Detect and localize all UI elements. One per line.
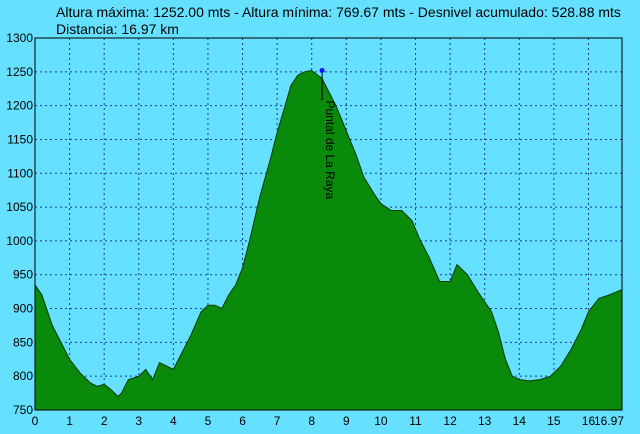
x-tick-label: 10 <box>374 414 388 428</box>
plot-frame <box>34 37 623 411</box>
elevation-area <box>34 69 623 411</box>
y-tick-label: 1050 <box>6 200 33 214</box>
x-tick-label: 6 <box>239 414 246 428</box>
x-tick-label: 2 <box>101 414 108 428</box>
y-tick-label: 1150 <box>7 132 33 146</box>
x-tick-label: 12 <box>443 414 457 428</box>
y-tick-label: 900 <box>13 302 33 316</box>
x-tick-label: 4 <box>170 414 177 428</box>
x-tick-label: 16.97 <box>594 414 624 428</box>
peak-annotation: Puntal de La Raya <box>319 67 337 200</box>
x-tick-label: 5 <box>205 414 212 428</box>
x-tick-label: 16 <box>582 414 596 428</box>
x-tick-label: 8 <box>308 414 315 428</box>
peak-marker <box>319 67 325 73</box>
x-tick-label: 14 <box>513 414 527 428</box>
y-tick-labels: 750 800 850 900 950 1000 1050 1100 1150 1200 1250 1… <box>6 31 33 417</box>
annotation-label: Puntal de La Raya <box>323 100 337 199</box>
y-tick-label: 1250 <box>6 65 33 79</box>
x-tick-label: 1 <box>66 414 73 428</box>
x-tick-label: 0 <box>32 414 39 428</box>
x-tick-label: 11 <box>409 414 422 428</box>
chart-header-distance: Distancia: 16.97 km <box>56 21 179 37</box>
x-tick-label: 15 <box>547 414 561 428</box>
y-tick-label: 1300 <box>6 31 33 45</box>
x-tick-label: 9 <box>343 414 350 428</box>
y-tick-label: 750 <box>13 403 33 417</box>
y-tick-label: 1000 <box>6 234 33 248</box>
y-tick-label: 850 <box>13 335 33 349</box>
plot-border <box>34 37 623 411</box>
chart-header-summary: Altura máxima: 1252.00 mts - Altura míni… <box>56 4 621 20</box>
x-tick-label: 3 <box>135 414 142 428</box>
y-tick-label: 1100 <box>7 166 33 180</box>
y-tick-label: 1200 <box>6 99 33 113</box>
x-tick-label: 13 <box>478 414 492 428</box>
x-tick-label: 7 <box>274 414 281 428</box>
y-tick-label: 800 <box>13 369 33 383</box>
y-tick-label: 950 <box>13 268 33 282</box>
area-layer <box>34 69 623 411</box>
